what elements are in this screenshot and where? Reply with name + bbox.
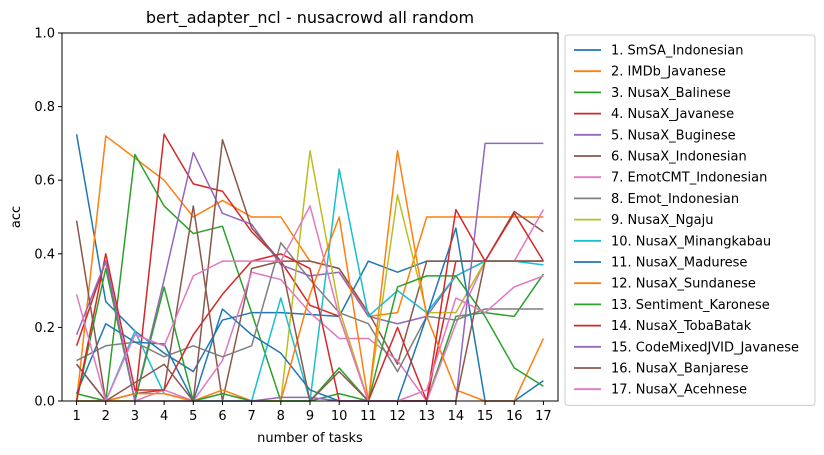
series-line-12 [76, 150, 545, 402]
x-tick-label: 4 [160, 409, 168, 424]
y-tick-label: 0.4 [34, 247, 55, 262]
x-tick-label: 10 [331, 409, 348, 424]
legend-entry: 4. NusaX_Javanese [611, 107, 734, 122]
legend-entry: 6. NusaX_Indonesian [611, 150, 747, 165]
legend-entry: 13. Sentiment_Karonese [611, 298, 770, 313]
axis-ticks: 1 2 3 4 5 6 7 8 9 10 11 12 13 14 15 16 170.00.20.40.60.8… [34, 27, 551, 425]
x-tick-label: 17 [535, 409, 552, 424]
y-tick-label: 1.0 [34, 27, 55, 42]
legend-entry: 7. EmotCMT_Indonesian [611, 171, 767, 186]
legend-entry: 3. NusaX_Balinese [611, 86, 731, 101]
x-tick-label: 3 [131, 409, 139, 424]
x-tick-label: 5 [189, 409, 197, 424]
x-tick-label: 16 [506, 409, 523, 424]
legend-entry: 12. NusaX_Sundanese [611, 277, 756, 292]
x-tick-label: 2 [102, 409, 110, 424]
legend-entry: 5. NusaX_Buginese [611, 128, 736, 143]
x-axis-label: number of tasks [257, 431, 363, 446]
legend-entry: 14. NusaX_TobaBatak [611, 319, 752, 334]
series-line-11 [75, 227, 544, 402]
x-tick-label: 13 [418, 409, 435, 424]
legend-entry: 9. NusaX_Ngaju [611, 213, 713, 228]
series-line-17 [75, 205, 544, 402]
x-tick-label: 11 [360, 409, 377, 424]
series-line-14 [75, 208, 545, 402]
legend-entry: 11. NusaX_Madurese [611, 256, 747, 271]
y-tick-label: 0.0 [34, 395, 55, 410]
legend-entry: 15. CodeMixedJVID_Javanese [611, 340, 799, 355]
x-tick-label: 1 [72, 409, 80, 424]
legend: 1. SmSA_Indonesian 2. IMDb_Javanese 3. Nus… [564, 34, 816, 406]
legend-entry: 2. IMDb_Javanese [611, 65, 726, 80]
y-tick-label: 0.6 [34, 174, 55, 189]
x-tick-label: 9 [306, 409, 314, 424]
legend-entry: 1. SmSA_Indonesian [611, 44, 743, 59]
x-tick-label: 6 [218, 409, 226, 424]
legend-box [564, 34, 816, 406]
legend-entry: 16. NusaX_Banjarese [611, 362, 748, 377]
x-tick-label: 7 [248, 409, 256, 424]
y-tick-label: 0.8 [34, 100, 55, 115]
x-tick-label: 14 [448, 409, 465, 424]
y-tick-label: 0.2 [34, 321, 55, 336]
legend-entry: 17. NusaX_Acehnese [611, 383, 747, 398]
x-tick-label: 15 [477, 409, 494, 424]
x-tick-label: 12 [389, 409, 406, 424]
legend-entry: 10. NusaX_Minangkabau [611, 234, 771, 249]
series-line-6 [76, 205, 544, 402]
legend-entry: 8. Emot_Indonesian [611, 192, 739, 207]
y-axis-label: acc [9, 206, 24, 228]
chart-title: bert_adapter_ncl - nusacrowd all random [146, 8, 474, 28]
x-tick-label: 8 [277, 409, 285, 424]
